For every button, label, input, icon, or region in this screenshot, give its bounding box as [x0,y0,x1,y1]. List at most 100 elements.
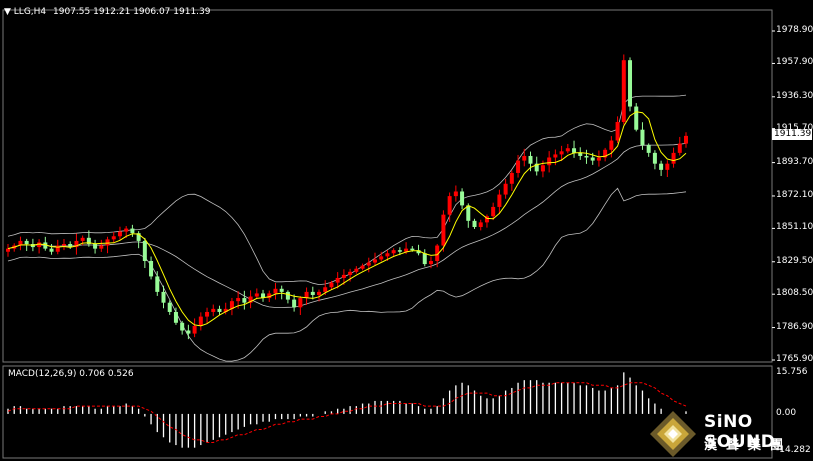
candle [248,290,253,309]
candle [217,305,222,315]
main-chart-frame [2,9,775,459]
candle [74,233,79,255]
candle [596,150,601,167]
candle [447,192,452,222]
macd-axis-tick: -14.282 [776,445,811,455]
candle [652,150,657,170]
price-axis-tick: 1851.10 [776,222,813,233]
candle [18,236,23,251]
candle [130,224,135,237]
ohlc-values: 1907.55 1912.21 1906.07 1911.39 [53,7,211,17]
candle [646,143,651,157]
candle [285,290,290,304]
candle [205,307,210,324]
lower-band [7,187,687,362]
candle [86,230,91,247]
candle [273,283,278,300]
candle [6,244,10,257]
candle [628,57,633,112]
candle [466,203,471,228]
price-axis-tick: 1893.70 [776,156,813,167]
macd-signal-line [7,382,687,443]
candle [304,287,309,305]
candle [335,272,340,289]
candle [180,320,185,335]
candle [484,214,489,228]
candle [453,185,458,202]
candle [509,170,514,191]
candle [105,236,110,254]
candle [584,149,589,164]
candle [93,239,98,254]
price-axis-tick: 1829.50 [776,255,813,266]
candle [372,252,377,265]
candle [192,318,197,338]
logo-chinese: 漢聲集團 [704,438,793,453]
dropdown-triangle-icon[interactable]: ▼ [4,7,11,17]
candle [254,288,259,299]
candle [684,132,688,148]
candle [478,219,483,231]
price-axis-tick: 1765.90 [776,354,813,364]
candle [366,257,371,273]
candles [6,54,688,340]
price-axis-tick: 1808.50 [776,288,813,299]
candle [142,237,147,268]
candle [422,249,427,267]
candle [149,256,154,280]
candle [534,156,539,176]
upper-band [7,94,687,286]
candle [659,160,664,176]
candle [677,136,682,156]
symbol-label: LLG,H4 [13,7,47,17]
candle [61,238,66,251]
candle [229,297,234,316]
candle [572,140,577,158]
candle [472,218,477,229]
current-price-tag: 1911.39 [772,129,812,141]
candle [261,289,266,302]
diamond-logo-icon [650,411,696,457]
candle [341,269,346,285]
candle [329,280,334,290]
candle [565,143,570,154]
price-axis-tick: 1957.90 [776,57,813,68]
candle [603,147,608,162]
candle [379,251,384,262]
macd-axis-tick: 15.756 [776,367,808,377]
price-axis-tick: 1936.30 [776,90,813,101]
candle [391,248,396,258]
candle [503,178,508,199]
candle [99,239,104,252]
candle [360,263,365,271]
moving-average [7,111,687,327]
macd-panel [7,372,687,448]
symbol-header: ▼ LLG,H4 1907.55 1912.21 1906.07 1911.39 [4,7,210,17]
candle [460,188,465,210]
candle [49,244,54,255]
candle [155,271,160,296]
candle [441,210,446,252]
candle [161,285,166,309]
candle [317,289,322,302]
candle [198,312,203,331]
candle [547,151,552,173]
candle [634,103,639,132]
candle [167,300,172,315]
price-axis-tick: 1872.10 [776,189,813,200]
sino-sound-logo: SiNO SOUND 漢聲集團 [646,408,813,461]
candle [491,202,496,221]
middle-band [7,143,687,308]
candle [516,154,521,178]
candle [416,244,421,256]
candle [292,294,297,312]
candle [310,286,315,300]
candle [640,122,645,150]
candle [428,256,433,269]
candle [665,160,670,178]
candle [223,302,228,315]
candle [173,307,178,325]
candle [578,147,583,160]
candle [435,243,440,268]
